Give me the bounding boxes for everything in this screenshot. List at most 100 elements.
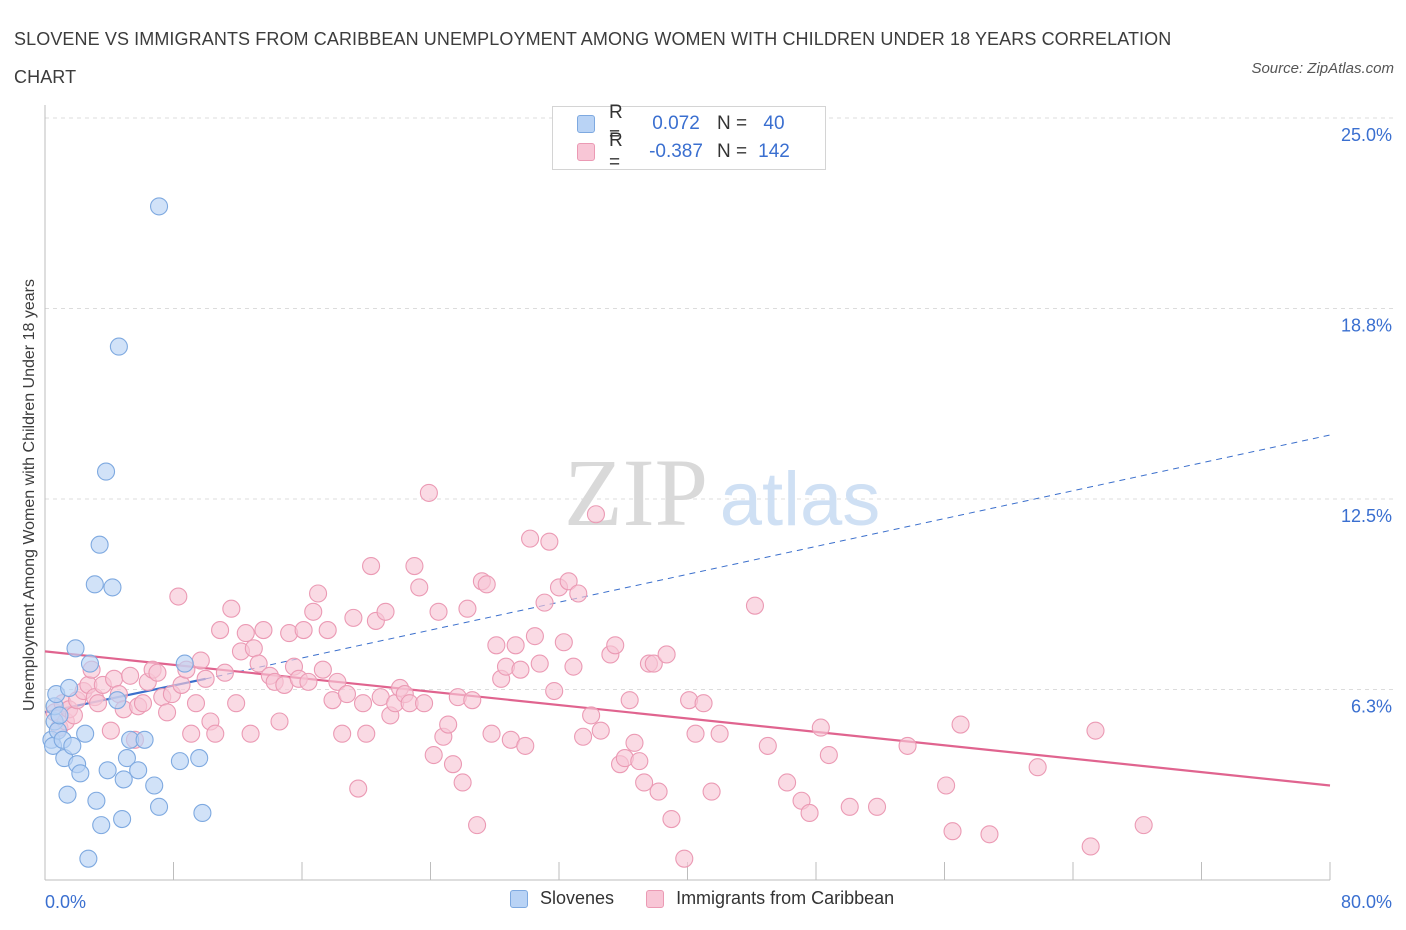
watermark-zip: ZIP [564, 439, 708, 546]
slovenes-point [145, 776, 164, 795]
caribbean-point [415, 694, 434, 713]
caribbean-legend-label: Immigrants from Caribbean [676, 888, 895, 908]
caribbean-point [121, 666, 140, 685]
caribbean-point [458, 599, 477, 618]
caribbean-point [328, 672, 347, 691]
slovenes-point [92, 816, 111, 835]
caribbean-point [439, 715, 458, 734]
caribbean-point [227, 694, 246, 713]
caribbean-point [657, 645, 676, 664]
slovenes-point [103, 578, 122, 597]
caribbean-point [625, 733, 644, 752]
caribbean-point [591, 721, 610, 740]
caribbean-point [376, 602, 395, 621]
caribbean-point [482, 724, 501, 743]
caribbean-legend-swatch [646, 889, 665, 908]
slovenes-point [149, 797, 169, 816]
y-tick-label: 25.0% [1341, 125, 1392, 145]
caribbean-point [344, 608, 363, 627]
axes [44, 105, 1331, 881]
caribbean-point [105, 669, 124, 688]
slovenes-point [90, 535, 109, 554]
slovenes-point [76, 724, 95, 743]
slovenes-legend-swatch [510, 889, 528, 908]
stats-legend-row-slovenes: R = 0.072 N = 40 [577, 102, 799, 145]
caribbean-point [487, 636, 506, 655]
chart-title: SLOVENE VS IMMIGRANTS FROM CARIBBEAN UNE… [14, 29, 1172, 87]
n-label: N = [717, 141, 748, 162]
caribbean-point [357, 724, 376, 743]
caribbean-point [468, 816, 487, 835]
caribbean-point [249, 654, 268, 673]
caribbean-point [569, 584, 588, 603]
slovenes-point [79, 849, 98, 868]
caribbean-point [819, 745, 838, 765]
slovenes-point [71, 764, 90, 783]
caribbean-point [88, 694, 108, 713]
tick-labels: 6.3% 12.5% 18.8% 25.0% 0.0% 80.0% [45, 125, 1392, 912]
r-label: R = [609, 130, 623, 173]
y-tick-label: 6.3% [1351, 697, 1392, 717]
caribbean-point [710, 724, 729, 743]
slovenes-point [175, 654, 194, 673]
caribbean-point [980, 825, 999, 844]
caribbean-point [196, 669, 215, 688]
caribbean-point [686, 724, 705, 743]
slovenes-point [50, 706, 69, 725]
slovenes-point [149, 197, 169, 216]
caribbean-point [630, 752, 649, 771]
caribbean-point [840, 797, 859, 816]
caribbean-point [294, 621, 313, 640]
caribbean-point [186, 694, 206, 713]
slovenes-point [80, 654, 100, 673]
n-value: 40 [763, 113, 785, 134]
caribbean-point [158, 703, 177, 722]
caribbean-point [511, 660, 530, 679]
caribbean-point [582, 706, 601, 725]
caribbean-point [1081, 837, 1100, 856]
grid-lines [45, 117, 1395, 690]
caribbean-point [215, 663, 234, 682]
caribbean-point [211, 621, 230, 640]
caribbean-point [191, 651, 210, 670]
slovenes-point [96, 462, 116, 481]
caribbean-trend-line [44, 650, 1331, 787]
caribbean-point [1134, 816, 1153, 835]
caribbean-point [453, 773, 472, 792]
slovenes-point [108, 691, 127, 710]
slovenes-point [66, 639, 85, 658]
caribbean-point [649, 782, 668, 801]
caribbean-point [702, 782, 721, 801]
caribbean-point [419, 483, 438, 502]
y-tick-label: 12.5% [1341, 506, 1392, 526]
caribbean-point [318, 621, 337, 640]
caribbean-point [304, 602, 323, 621]
caribbean-point [644, 654, 663, 673]
slovenes-point [114, 770, 133, 789]
caribbean-swatch [577, 143, 595, 161]
caribbean-point [477, 575, 496, 594]
slovenes-point [98, 761, 117, 780]
stats-legend-row-caribbean: R = -0.387 N = 142 [577, 130, 799, 173]
caribbean-point [745, 596, 765, 615]
slovenes-point [109, 337, 128, 356]
caribbean-point [1086, 721, 1105, 740]
caribbean-point [244, 639, 263, 658]
caribbean-point [662, 809, 681, 829]
caribbean-point [559, 572, 578, 591]
legend-item-slovenes[interactable]: Slovenes [510, 888, 614, 909]
caribbean-point [270, 712, 289, 731]
n-label: N = [717, 113, 748, 134]
caribbean-point [309, 584, 328, 603]
watermark: ZIP atlas [564, 439, 880, 546]
caribbean-point [337, 685, 357, 704]
caribbean-point [424, 745, 443, 765]
slovenes-point [113, 809, 132, 829]
caribbean-point [898, 736, 917, 755]
caribbean-point [254, 621, 273, 640]
source-label: Source: ZipAtlas.com [1251, 60, 1394, 77]
legend-item-caribbean[interactable]: Immigrants from Caribbean [646, 888, 894, 909]
caribbean-point [299, 672, 318, 691]
caribbean-point [410, 578, 429, 597]
